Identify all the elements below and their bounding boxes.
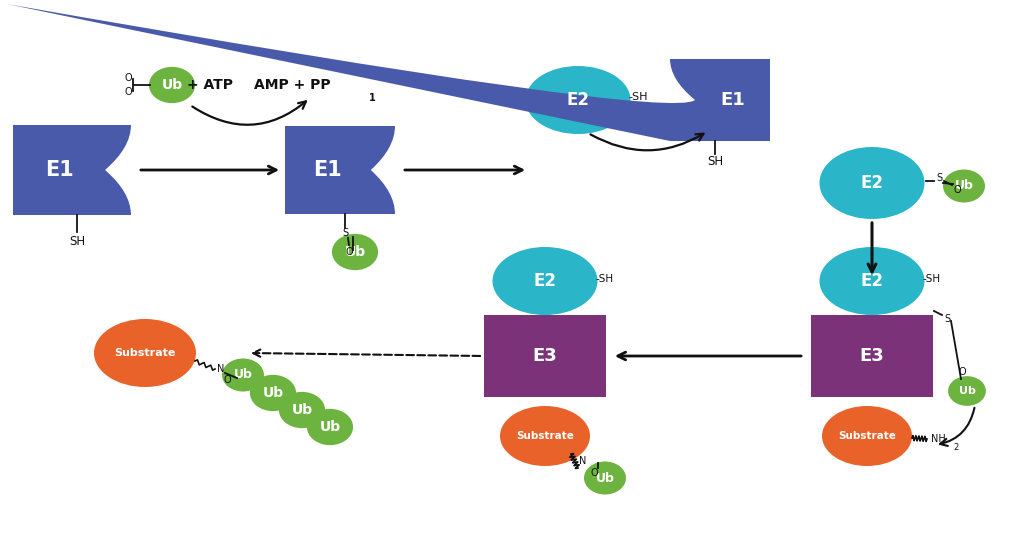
- Ellipse shape: [94, 319, 196, 387]
- Text: O: O: [124, 87, 132, 97]
- Text: NH: NH: [931, 434, 945, 444]
- Text: AMP + PP: AMP + PP: [254, 78, 331, 92]
- Text: Ub: Ub: [958, 386, 976, 396]
- Text: -SH: -SH: [629, 92, 648, 102]
- Text: Ub: Ub: [596, 471, 614, 485]
- Ellipse shape: [819, 147, 925, 219]
- Text: 2: 2: [953, 443, 958, 452]
- Ellipse shape: [819, 247, 925, 315]
- Text: E2: E2: [566, 91, 590, 109]
- Ellipse shape: [222, 358, 264, 392]
- Text: SH: SH: [707, 155, 723, 168]
- Ellipse shape: [822, 406, 912, 466]
- Text: -SH: -SH: [596, 274, 614, 284]
- Text: E2: E2: [534, 272, 556, 290]
- Ellipse shape: [943, 169, 985, 202]
- Text: S: S: [944, 314, 950, 324]
- Text: Ub: Ub: [162, 78, 182, 92]
- Text: Substrate: Substrate: [115, 348, 176, 358]
- Ellipse shape: [148, 67, 196, 103]
- Ellipse shape: [525, 66, 631, 134]
- Text: + ATP: + ATP: [187, 78, 233, 92]
- Text: E1: E1: [313, 160, 342, 180]
- Text: 1: 1: [369, 93, 376, 103]
- Text: E1: E1: [45, 160, 74, 180]
- Text: Ub: Ub: [292, 403, 312, 417]
- Ellipse shape: [279, 392, 325, 428]
- Text: O: O: [345, 247, 353, 257]
- Text: Ub: Ub: [233, 369, 253, 381]
- Text: O: O: [124, 73, 132, 83]
- Text: E3: E3: [532, 347, 557, 365]
- Ellipse shape: [500, 406, 590, 466]
- Text: O: O: [958, 367, 966, 377]
- Text: S: S: [936, 173, 942, 183]
- Text: E1: E1: [720, 91, 744, 109]
- Text: E2: E2: [860, 174, 884, 192]
- FancyBboxPatch shape: [811, 315, 933, 397]
- Text: Ub: Ub: [954, 180, 974, 193]
- Ellipse shape: [493, 247, 597, 315]
- Text: Substrate: Substrate: [516, 431, 573, 441]
- Text: N: N: [580, 456, 587, 466]
- Text: N: N: [217, 364, 224, 374]
- PathPatch shape: [13, 125, 131, 215]
- Ellipse shape: [307, 409, 353, 445]
- Text: Substrate: Substrate: [838, 431, 896, 441]
- Text: E2: E2: [860, 272, 884, 290]
- Text: O: O: [953, 185, 961, 195]
- Text: Ub: Ub: [319, 420, 341, 434]
- Text: O: O: [223, 375, 230, 385]
- Ellipse shape: [584, 462, 626, 494]
- Text: -SH: -SH: [923, 274, 941, 284]
- PathPatch shape: [285, 126, 395, 214]
- Ellipse shape: [332, 234, 378, 270]
- Text: E3: E3: [859, 347, 885, 365]
- PathPatch shape: [670, 59, 770, 141]
- FancyBboxPatch shape: [484, 315, 606, 397]
- Text: O: O: [590, 468, 598, 478]
- Text: Ub: Ub: [262, 386, 284, 400]
- Ellipse shape: [948, 376, 986, 406]
- Text: SH: SH: [69, 236, 85, 249]
- Text: S: S: [342, 228, 348, 238]
- Ellipse shape: [250, 375, 296, 411]
- Text: Ub: Ub: [344, 245, 366, 259]
